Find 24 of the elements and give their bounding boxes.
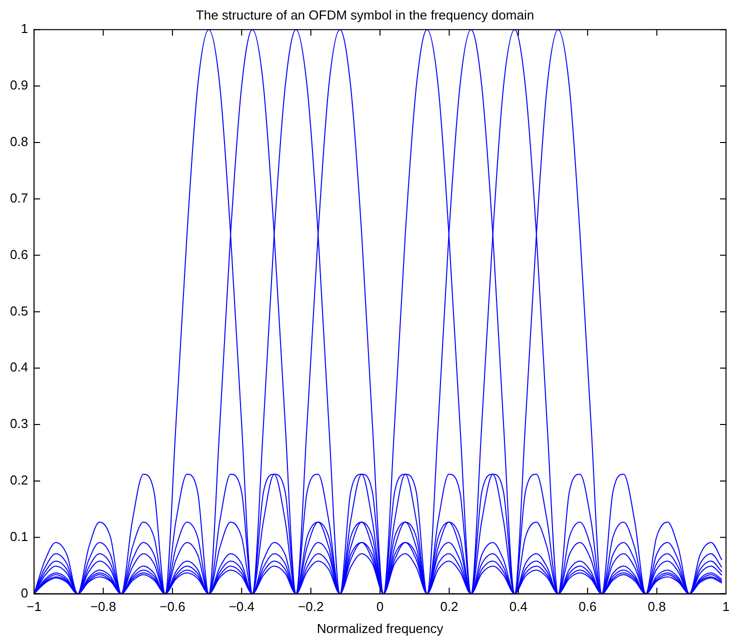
y-tick-label: 0.2 [10, 472, 28, 488]
x-axis-title: Normalized frequency [316, 620, 444, 636]
x-tick-label: 1 [722, 599, 730, 614]
y-tick-label: 1 [20, 21, 28, 36]
y-tick-label: 0.9 [10, 78, 28, 93]
x-tick-label: 0.4 [509, 599, 528, 614]
x-tick-label: 0 [376, 599, 384, 614]
x-tick-label: 0.8 [648, 599, 666, 614]
y-tick-label: 0.3 [10, 416, 28, 432]
y-tick-label: 0 [20, 585, 28, 600]
x-tick-label: −0.2 [298, 599, 324, 614]
y-tick-label: 0.6 [10, 246, 28, 262]
y-tick-label: 0.8 [10, 134, 28, 150]
x-tick-label: 0.6 [578, 599, 597, 614]
y-tick-label: 0.4 [10, 360, 28, 375]
y-tick-label: 0.5 [10, 303, 28, 318]
x-tick-label: 0.2 [440, 599, 458, 614]
x-tick-label: −0.8 [90, 599, 116, 614]
y-tick-label: 0.7 [10, 190, 28, 206]
x-tick-label: −1 [26, 599, 42, 614]
y-tick-label: 0.1 [10, 528, 28, 544]
chart-title: The structure of an OFDM symbol in the frequency domain [196, 7, 534, 22]
x-tick-label: −0.6 [160, 599, 186, 614]
x-tick-label: −0.4 [228, 599, 254, 614]
